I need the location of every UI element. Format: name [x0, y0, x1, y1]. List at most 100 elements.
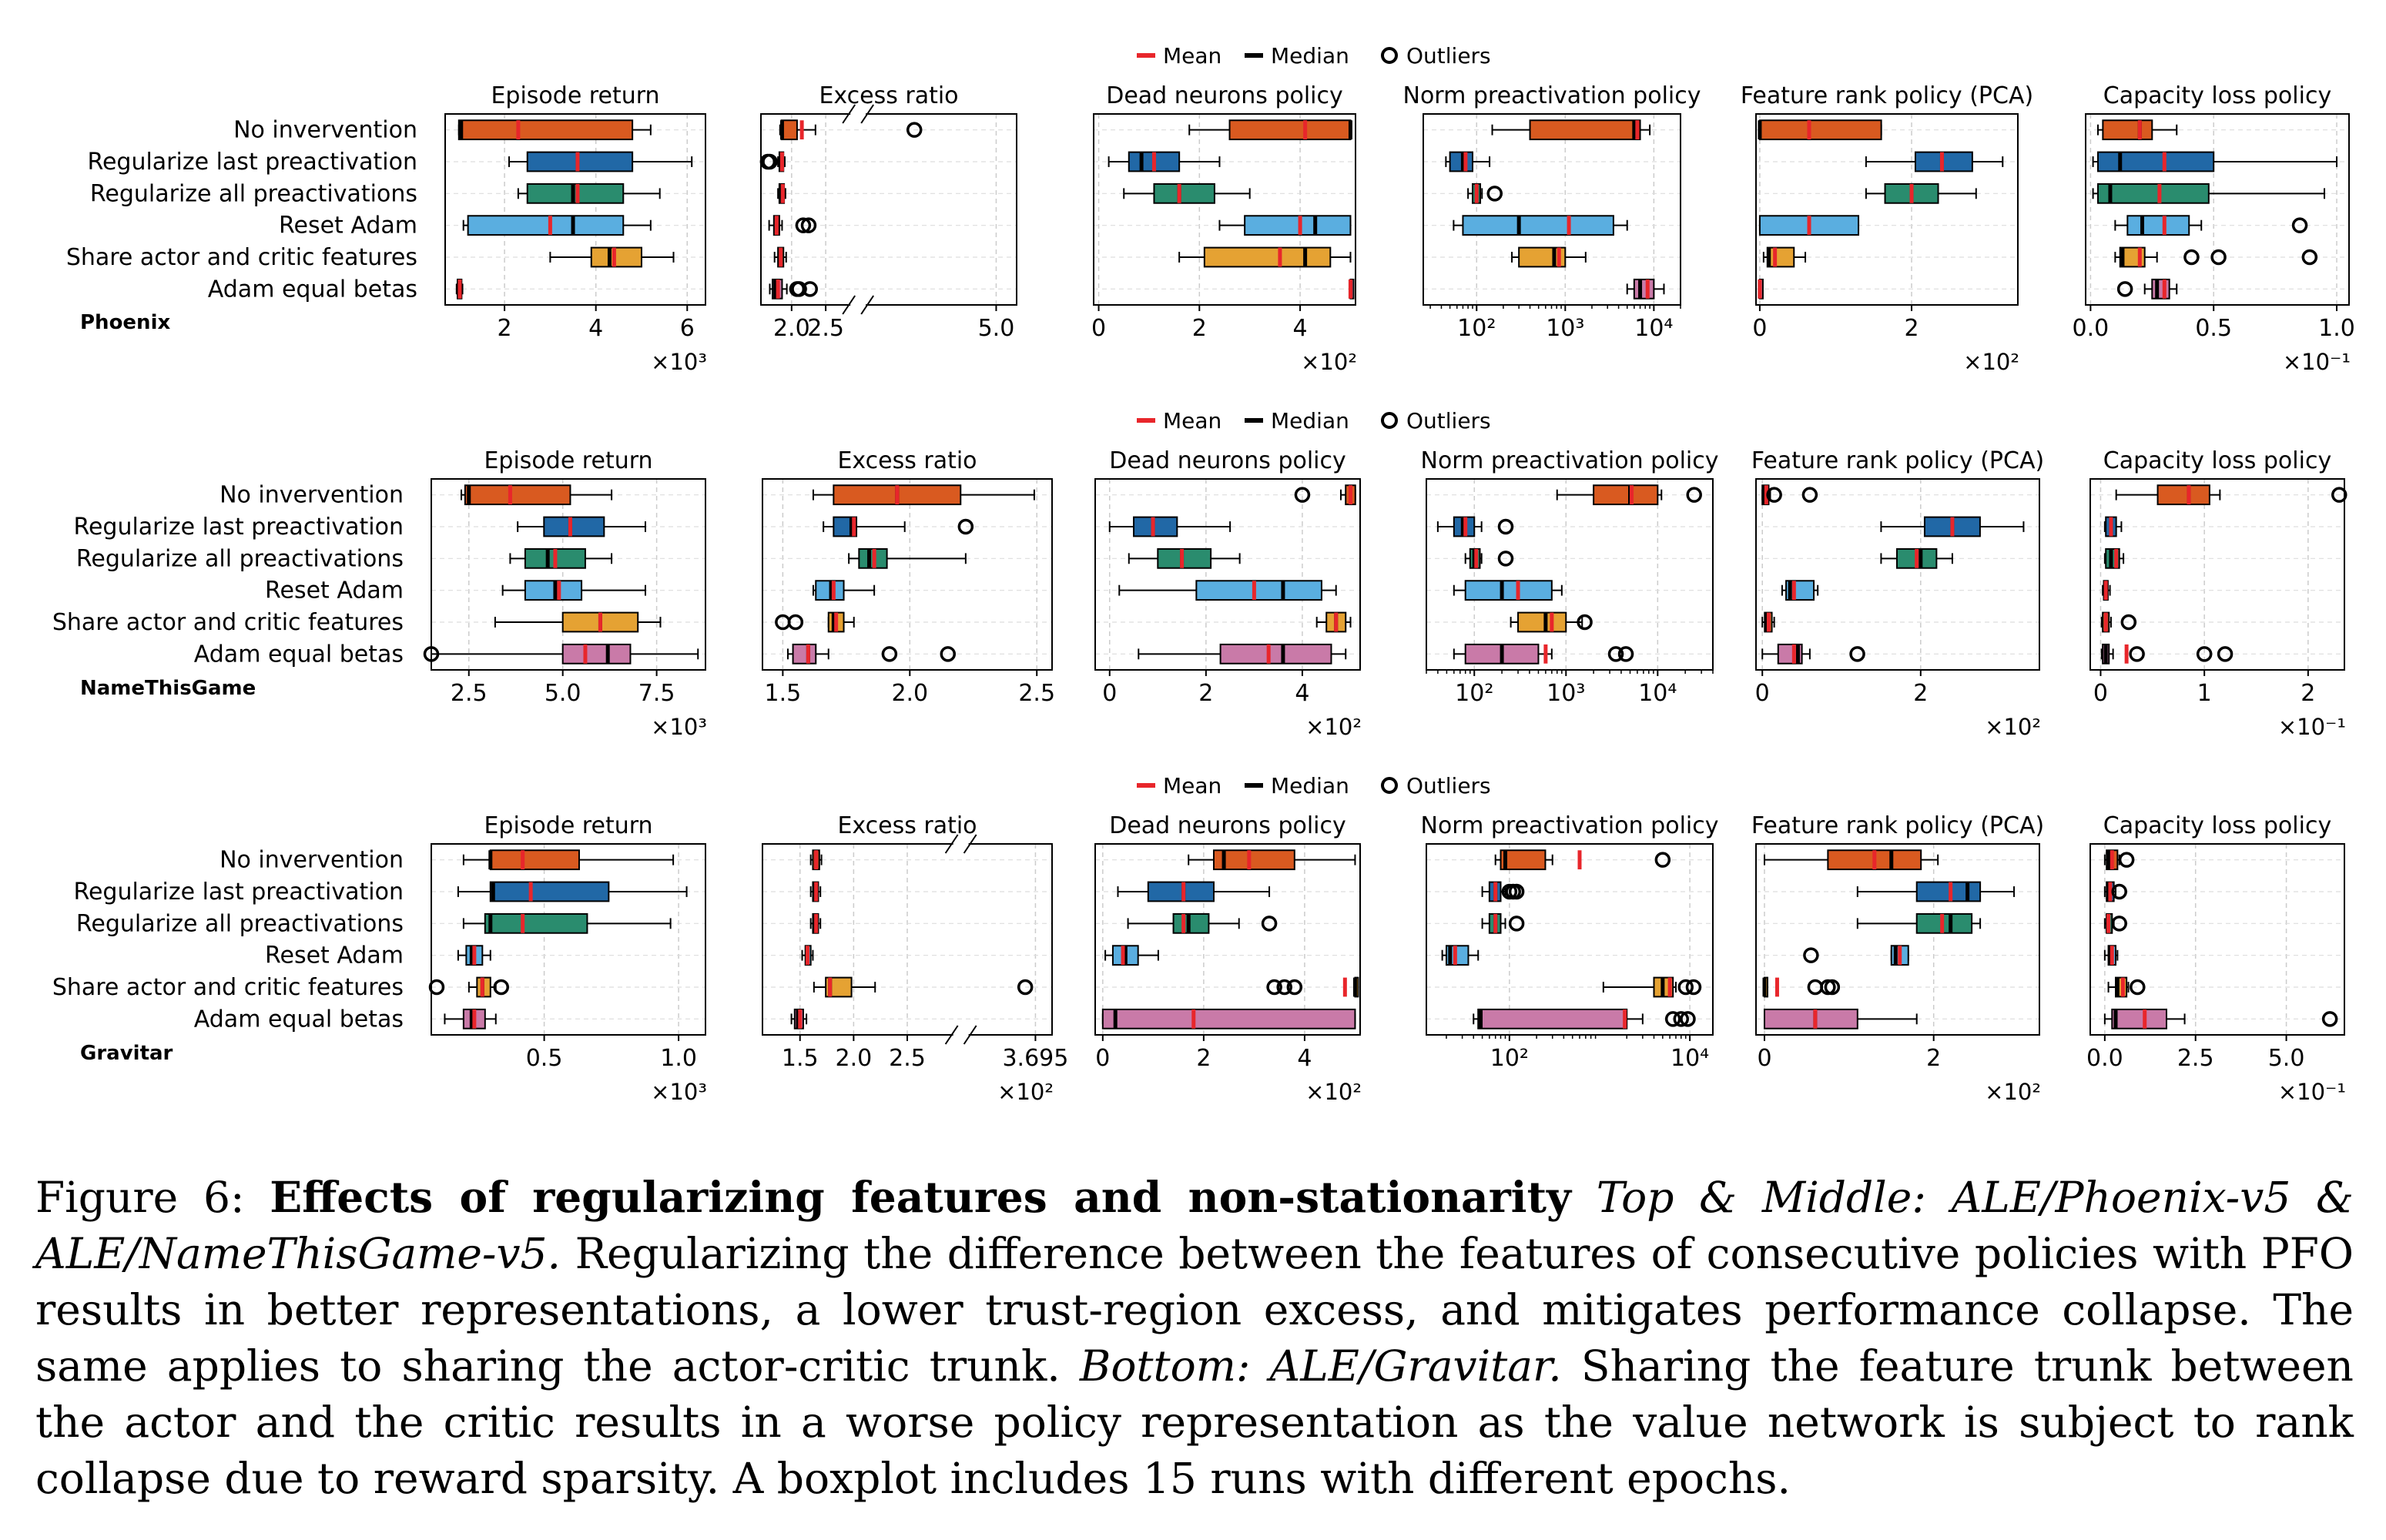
caption-text-top: Regularizing the difference between the …	[35, 1229, 2354, 1391]
iqr-box	[2096, 151, 2215, 172]
panel-title: Excess ratio	[837, 447, 977, 474]
axis-break-mark	[860, 104, 874, 124]
outlier-point	[1577, 614, 1593, 631]
x-tick-label: 0	[1091, 315, 1106, 342]
iqr-box	[489, 849, 580, 871]
iqr-box	[1464, 580, 1553, 601]
outlier-point	[1685, 979, 1702, 996]
panel-title: Dead neurons policy	[1109, 447, 1346, 474]
x-tick-label: 10³	[1546, 315, 1584, 342]
box-5	[1511, 246, 1587, 268]
panel-frame	[760, 113, 1017, 306]
x-tick-label: 0.5	[526, 1045, 563, 1072]
iqr-box	[1529, 119, 1641, 141]
box-5	[2107, 976, 2146, 998]
x-multiplier: ×10⁻¹	[2278, 1079, 2346, 1105]
panel-title: Capacity loss policy	[2103, 447, 2331, 474]
box-4	[1441, 945, 1480, 966]
panel-2: 1.5 2.0 2.5 Excess ratio	[762, 447, 1055, 707]
outlier-point	[795, 217, 812, 233]
box-5	[813, 976, 1034, 998]
row-label: Share actor and critic features	[52, 974, 404, 1001]
box-4	[1453, 215, 1628, 236]
iqr-box	[1500, 849, 1547, 871]
box-5	[494, 611, 662, 633]
outlier-point	[2217, 646, 2234, 662]
box-1	[1491, 119, 1651, 141]
box-1	[1294, 484, 1356, 506]
box-2	[1880, 516, 2025, 537]
box-4	[1803, 945, 1909, 966]
row-label: Regularize all preactivations	[76, 545, 404, 572]
legend-outlier-marker	[1381, 47, 1398, 64]
box-6	[1348, 278, 1355, 300]
outlier-point	[2129, 646, 2145, 662]
panel-2: 1.5 2.0 2.5 3.695 Excess ratio ×10²	[762, 812, 1068, 1105]
panel-frame	[1426, 478, 1714, 671]
box-2	[1856, 881, 2016, 902]
game-label: Gravitar	[80, 1042, 173, 1065]
panel-frame	[1755, 843, 2040, 1036]
axis-break-mark	[842, 104, 856, 124]
x-tick-label: 10⁴	[1638, 680, 1677, 707]
box-1	[1556, 484, 1702, 506]
box-2	[457, 881, 688, 902]
x-multiplier: ×10⁻¹	[2283, 349, 2351, 375]
outlier-point	[1508, 916, 1525, 932]
x-tick-label: 0	[1752, 315, 1767, 342]
x-tick-label: 2.5	[807, 315, 844, 342]
row-label: Adam equal betas	[194, 641, 404, 668]
iqr-box	[2126, 215, 2190, 236]
legend-outlier-marker	[1381, 412, 1398, 429]
x-tick-label: 0	[1755, 680, 1770, 707]
iqr-box	[489, 881, 610, 902]
iqr-box	[2111, 1008, 2167, 1029]
row-label: Reset Adam	[265, 942, 404, 969]
box-1	[2096, 119, 2178, 141]
box-4	[1104, 945, 1159, 966]
x-tick-label: 2.5	[451, 680, 488, 707]
panel-1: 2.5 5.0 7.5 Episode return ×10³	[423, 447, 707, 740]
iqr-box	[457, 119, 634, 141]
box-1	[809, 849, 823, 871]
outlier-point	[1677, 979, 1694, 996]
legend-outliers-label: Outliers	[1406, 43, 1491, 69]
x-tick-label: 2.0	[891, 680, 928, 707]
box-3	[1464, 547, 1514, 569]
box-6	[790, 1008, 808, 1029]
box-2	[823, 516, 974, 537]
x-tick-label: 2.5	[2177, 1045, 2214, 1072]
iqr-box	[1228, 119, 1352, 141]
x-tick-label: 2	[1198, 680, 1213, 707]
box-5	[428, 976, 509, 998]
legend-outliers-label: Outliers	[1406, 408, 1491, 434]
legend: Mean Median Outliers	[1137, 773, 1491, 798]
x-tick-label: 5.0	[978, 315, 1015, 342]
panel-frame	[1426, 843, 1714, 1036]
box-6	[769, 278, 818, 300]
x-multiplier: ×10²	[1963, 349, 2019, 375]
box-3	[1127, 912, 1278, 934]
x-multiplier: ×10²	[1305, 714, 1362, 740]
box-5	[773, 246, 787, 268]
outlier-point	[2301, 249, 2318, 266]
panel-3: 0 2 4 Dead neurons policy ×10²	[1094, 447, 1362, 740]
box-4	[2103, 945, 2119, 966]
box-1	[779, 119, 923, 141]
panel-frame	[431, 843, 706, 1036]
axis-break-gap	[850, 108, 866, 120]
iqr-box	[1462, 215, 1614, 236]
outlier-point	[1673, 1011, 1690, 1027]
box-6	[2116, 278, 2178, 300]
row-label: No invervention	[233, 117, 417, 144]
iqr-box	[792, 643, 817, 665]
panel-frame	[1755, 113, 2019, 306]
box-4	[801, 945, 814, 966]
box-3	[848, 547, 967, 569]
axis-break-mark	[963, 1025, 977, 1045]
outlier-point	[791, 281, 807, 297]
box-3	[2103, 547, 2125, 569]
figure-caption: Figure 6: Effects of regularizing featur…	[35, 1169, 2354, 1507]
panel-3: 0 2 4 Dead neurons policy ×10²	[1091, 82, 1357, 375]
iqr-box	[1203, 246, 1332, 268]
